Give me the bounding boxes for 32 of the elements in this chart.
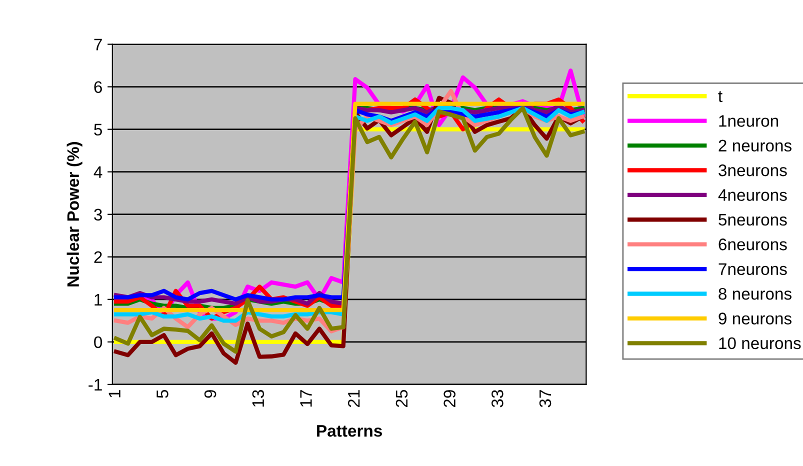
legend-label: 5neurons [718, 214, 787, 226]
x-tick-label: 25 [396, 390, 408, 408]
x-tick-label: 1 [108, 390, 120, 398]
x-tick-label: 21 [348, 390, 360, 408]
x-tick-label: 5 [156, 390, 168, 398]
legend-label: 3neurons [718, 164, 787, 176]
x-tick-label: 9 [204, 390, 216, 398]
y-tick-label: 2 [94, 251, 102, 263]
y-tick-label: 1 [94, 294, 102, 306]
legend-label: 7neurons [718, 263, 787, 276]
y-tick-label: 0 [94, 336, 102, 348]
x-tick-label: 33 [492, 390, 504, 408]
y-tick-label: 4 [94, 166, 102, 178]
legend-label: 4neurons [718, 189, 787, 201]
legend-label: 6neurons [718, 238, 787, 250]
y-tick-label: -1 [88, 379, 102, 390]
legend-label: 1neuron [719, 115, 778, 127]
y-tick-label: 3 [94, 208, 102, 221]
legend-label: 8 neurons [718, 288, 792, 300]
x-tick-label: 29 [444, 390, 456, 408]
legend-label: t [718, 91, 722, 102]
x-axis-title: Patterns [317, 425, 382, 437]
y-axis-title: Nuclear Power (%) [66, 142, 82, 286]
x-tick-label: 13 [252, 390, 264, 407]
legend-label: 10 neurons [719, 337, 801, 350]
legend-label: 2 neurons [718, 140, 792, 152]
x-tick-label: 17 [300, 390, 312, 407]
y-tick-label: 5 [94, 124, 102, 136]
legend-label: 9 neurons [718, 312, 792, 324]
y-tick-label: 6 [94, 81, 102, 93]
y-tick-label: 7 [94, 38, 102, 50]
x-tick-label: 37 [539, 390, 552, 408]
